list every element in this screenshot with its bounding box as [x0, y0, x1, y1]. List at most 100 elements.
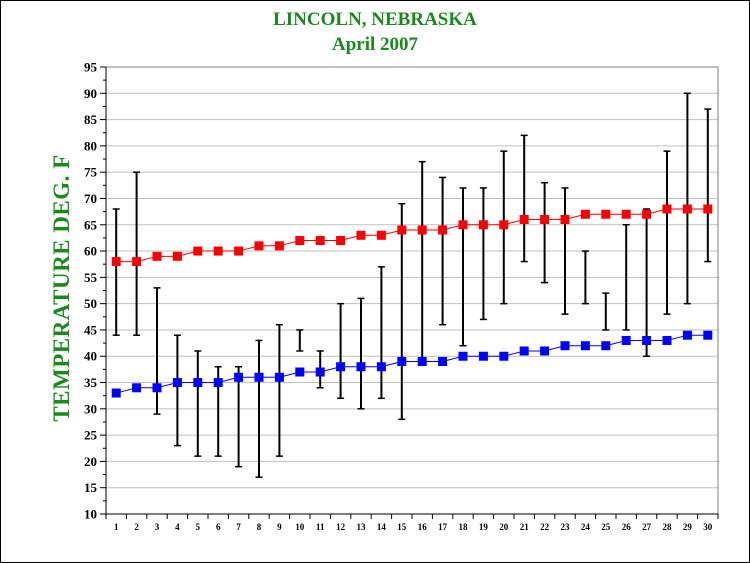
data-point: [601, 209, 611, 219]
y-tick-label: 25: [84, 428, 98, 443]
data-point: [580, 209, 590, 219]
data-point: [417, 356, 427, 366]
x-tick-label: 22: [540, 522, 550, 532]
x-tick-label: 6: [216, 522, 221, 532]
x-tick-label: 11: [316, 522, 325, 532]
data-point: [336, 362, 346, 372]
data-point: [152, 383, 162, 393]
data-point: [438, 225, 448, 235]
x-tick-label: 9: [277, 522, 282, 532]
data-point: [172, 378, 182, 388]
x-tick-label: 30: [703, 522, 713, 532]
data-point: [254, 241, 264, 251]
y-tick-label: 15: [84, 480, 98, 495]
data-point: [662, 204, 672, 214]
y-tick-label: 90: [84, 86, 97, 101]
y-tick-label: 10: [84, 507, 97, 522]
data-point: [397, 225, 407, 235]
data-point: [519, 215, 529, 225]
data-point: [356, 362, 366, 372]
y-tick-label: 30: [84, 401, 97, 416]
data-point: [234, 372, 244, 382]
x-tick-label: 16: [418, 522, 428, 532]
data-point: [132, 257, 142, 267]
x-tick-label: 13: [357, 522, 367, 532]
data-point: [642, 209, 652, 219]
x-tick-label: 20: [499, 522, 509, 532]
data-point: [172, 251, 182, 261]
data-point: [274, 372, 284, 382]
x-tick-label: 3: [155, 522, 160, 532]
data-point: [152, 251, 162, 261]
data-point: [478, 220, 488, 230]
data-point: [642, 335, 652, 345]
data-point: [295, 367, 305, 377]
data-point: [540, 215, 550, 225]
y-tick-label: 75: [84, 165, 98, 180]
x-tick-label: 24: [581, 522, 591, 532]
y-tick-label: 85: [84, 112, 98, 127]
data-point: [295, 236, 305, 246]
data-point: [560, 341, 570, 351]
y-tick-label: 70: [84, 191, 97, 206]
data-point: [193, 378, 203, 388]
data-point: [560, 215, 570, 225]
x-tick-label: 8: [257, 522, 262, 532]
data-point: [580, 341, 590, 351]
data-point: [682, 330, 692, 340]
y-tick-label: 35: [84, 375, 98, 390]
data-point: [682, 204, 692, 214]
data-point: [336, 236, 346, 246]
x-tick-label: 15: [397, 522, 407, 532]
data-point: [540, 346, 550, 356]
chart-title: LINCOLN, NEBRASKA: [273, 9, 477, 30]
data-point: [478, 351, 488, 361]
y-tick-label: 95: [84, 60, 98, 75]
data-point: [621, 335, 631, 345]
x-tick-label: 10: [295, 522, 305, 532]
y-tick-label: 20: [84, 454, 97, 469]
data-point: [621, 209, 631, 219]
chart-subtitle: April 2007: [331, 34, 419, 55]
data-point: [193, 246, 203, 256]
x-tick-label: 7: [236, 522, 241, 532]
data-point: [111, 388, 121, 398]
x-tick-label: 28: [663, 522, 673, 532]
data-point: [703, 330, 713, 340]
data-point: [601, 341, 611, 351]
data-point: [132, 383, 142, 393]
data-point: [213, 378, 223, 388]
x-tick-label: 12: [336, 522, 346, 532]
data-point: [519, 346, 529, 356]
x-tick-label: 25: [601, 522, 611, 532]
y-tick-label: 40: [84, 349, 97, 364]
data-point: [234, 246, 244, 256]
y-tick-label: 65: [84, 217, 98, 232]
x-tick-label: 23: [561, 522, 571, 532]
data-point: [703, 204, 713, 214]
y-tick-label: 45: [84, 322, 98, 337]
data-point: [438, 356, 448, 366]
data-point: [315, 367, 325, 377]
data-point: [254, 372, 264, 382]
x-tick-label: 4: [175, 522, 180, 532]
y-tick-label: 50: [84, 296, 97, 311]
data-point: [397, 356, 407, 366]
x-tick-label: 26: [622, 522, 632, 532]
x-tick-label: 1: [114, 522, 119, 532]
x-tick-label: 5: [196, 522, 201, 532]
x-tick-label: 2: [134, 522, 139, 532]
x-tick-label: 27: [642, 522, 652, 532]
y-tick-label: 55: [84, 270, 98, 285]
x-tick-label: 29: [683, 522, 693, 532]
data-point: [417, 225, 427, 235]
y-tick-label: 80: [84, 138, 97, 153]
series-line: [116, 208, 708, 263]
data-point: [662, 335, 672, 345]
data-point: [499, 351, 509, 361]
data-point: [376, 230, 386, 240]
data-point: [376, 362, 386, 372]
data-point: [315, 236, 325, 246]
y-tick-label: 60: [84, 244, 97, 259]
